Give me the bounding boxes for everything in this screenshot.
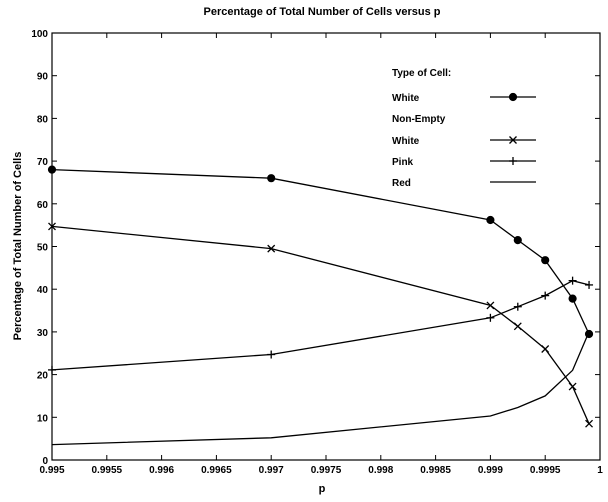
series-line <box>51 168 590 335</box>
y-tick-label: 90 <box>37 72 49 83</box>
data-point-circle <box>541 256 550 265</box>
series-1 <box>47 165 594 339</box>
y-tick-label: 10 <box>37 413 49 424</box>
x-tick-label: 0.998 <box>368 465 393 476</box>
x-tick-label: 0.9955 <box>92 465 123 476</box>
data-point-x <box>541 345 550 353</box>
legend-entry-label: White <box>392 93 420 104</box>
axis-ticks: 0.995 0.9955 0.996 0.9965 0.997 0.9975 0.998 0.… <box>31 29 603 476</box>
x-tick-label: 0.9985 <box>420 465 451 476</box>
legend-title: Type of Cell: <box>392 68 451 79</box>
series-group <box>47 165 594 446</box>
x-tick-label: 0.9995 <box>530 465 561 476</box>
data-point-circle <box>508 92 518 102</box>
legend-entry-label: Non-Empty <box>392 114 446 125</box>
legend-entry-label: White <box>392 136 420 147</box>
x-tick-label: 1 <box>597 465 603 476</box>
series-line <box>51 331 590 446</box>
y-tick-label: 70 <box>37 157 49 168</box>
data-point-plus <box>267 350 276 359</box>
series-line <box>51 280 590 371</box>
data-point-circle <box>267 174 276 183</box>
legend: Type of Cell: White Non-Empty White Pink… <box>392 68 536 189</box>
y-tick-label: 80 <box>37 114 49 125</box>
data-point-x <box>48 222 56 231</box>
data-point-plus <box>541 291 550 300</box>
data-point-plus <box>48 365 56 374</box>
x-tick-label: 0.997 <box>259 465 284 476</box>
x-tick-label: 0.9965 <box>201 465 232 476</box>
y-tick-label: 60 <box>37 200 49 211</box>
data-point-circle <box>486 215 495 225</box>
legend-swatch <box>490 92 536 102</box>
data-point-x <box>585 419 593 428</box>
series-4 <box>51 331 590 446</box>
data-point-x <box>568 382 577 391</box>
data-point-circle <box>47 165 57 174</box>
x-tick-label: 0.996 <box>149 465 174 476</box>
series-2 <box>48 222 593 428</box>
data-point-plus <box>568 276 577 285</box>
data-point-circle <box>568 294 577 303</box>
x-axis-label: p <box>319 483 326 495</box>
data-point-x <box>267 244 276 253</box>
chart-title: Percentage of Total Number of Cells vers… <box>204 6 441 18</box>
x-tick-label: 0.9975 <box>311 465 342 476</box>
data-point-x <box>486 301 495 310</box>
series-line <box>51 225 590 424</box>
y-tick-label: 20 <box>37 371 49 382</box>
data-point-plus <box>509 157 517 165</box>
data-point-x <box>509 136 517 144</box>
y-tick-label: 40 <box>37 285 49 296</box>
data-point-plus <box>585 280 594 289</box>
y-axis-label: Percentage of Total Number of Cells <box>12 152 24 341</box>
x-tick-label: 0.999 <box>478 465 503 476</box>
data-point-plus <box>486 313 495 322</box>
data-point-x <box>513 322 522 331</box>
legend-swatch <box>490 136 536 144</box>
y-tick-label: 50 <box>37 243 49 254</box>
data-point-plus <box>513 302 522 311</box>
series-3 <box>48 276 594 374</box>
legend-swatches <box>490 92 536 183</box>
legend-entry-label: Red <box>392 178 411 189</box>
legend-swatch <box>490 157 536 165</box>
y-tick-label: 100 <box>31 29 48 40</box>
y-tick-label: 0 <box>42 456 48 467</box>
y-tick-label: 30 <box>37 328 49 339</box>
x-tick-label: 0.995 <box>39 465 64 476</box>
data-point-circle <box>513 235 522 245</box>
legend-entry-label: Pink <box>392 157 414 168</box>
